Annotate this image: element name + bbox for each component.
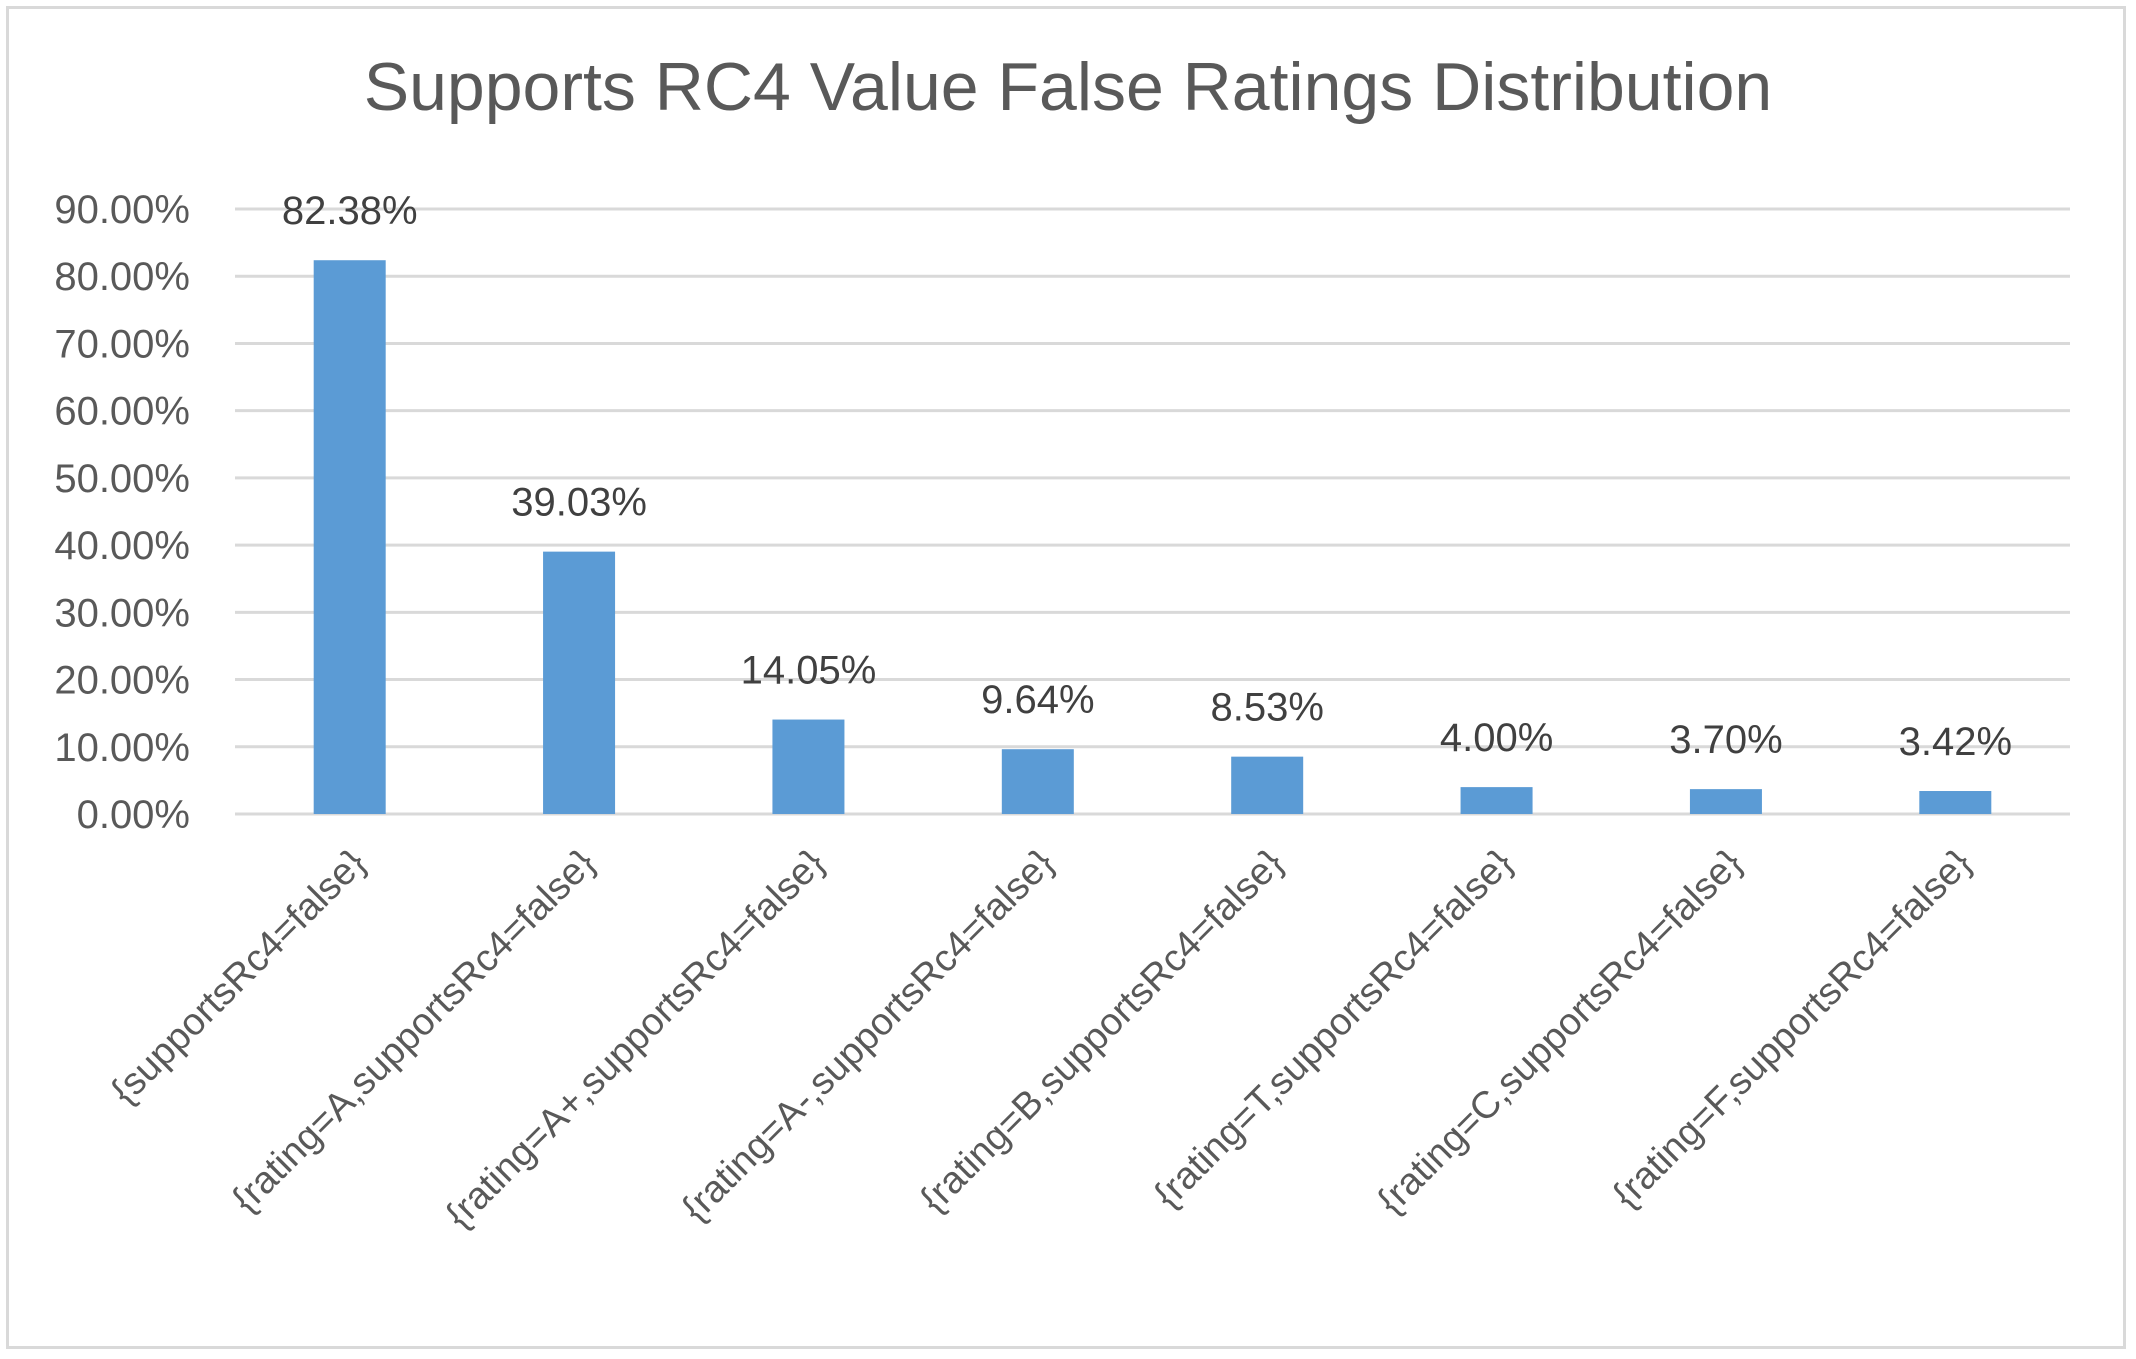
y-tick-label: 60.00% bbox=[54, 390, 190, 434]
x-tick-label: {rating=C,supportsRc4=false} bbox=[1370, 842, 1751, 1223]
data-labels: 82.38% 39.03% 14.05% 9.64% 8.53% 4.00% 3.70% 3.… bbox=[282, 189, 2012, 764]
data-label: 39.03% bbox=[511, 481, 647, 525]
bar bbox=[1689, 789, 1762, 814]
data-label: 3.70% bbox=[1669, 718, 1782, 762]
bar bbox=[1001, 749, 1074, 814]
y-tick-label: 30.00% bbox=[54, 591, 190, 635]
x-tick-label: {rating=A-,supportsRc4=false} bbox=[674, 842, 1062, 1230]
data-label: 9.64% bbox=[981, 678, 1094, 722]
chart-title: Supports RC4 Value False Ratings Distrib… bbox=[363, 49, 1773, 125]
y-tick-label: 10.00% bbox=[54, 726, 190, 770]
x-axis-ticks: {supportsRc4=false}{rating=A,supportsRc4… bbox=[103, 842, 1980, 1237]
y-tick-label: 80.00% bbox=[54, 255, 190, 299]
y-tick-label: 0.00% bbox=[77, 793, 190, 837]
gridlines bbox=[235, 207, 2070, 816]
y-tick-label: 40.00% bbox=[54, 524, 190, 568]
bar bbox=[1460, 787, 1533, 814]
x-tick-label: {rating=F,supportsRc4=false} bbox=[1605, 842, 1980, 1217]
data-label: 82.38% bbox=[282, 189, 418, 233]
data-label: 8.53% bbox=[1210, 686, 1323, 730]
bar bbox=[772, 719, 845, 814]
y-axis-ticks: 0.00% 10.00% 20.00% 30.00% 40.00% 50.00% 60.00… bbox=[54, 188, 190, 837]
bar bbox=[313, 260, 386, 814]
x-tick-label: {rating=A+,supportsRc4=false} bbox=[438, 842, 833, 1237]
y-tick-label: 50.00% bbox=[54, 457, 190, 501]
x-tick-label: {supportsRc4=false} bbox=[103, 842, 374, 1113]
bars bbox=[313, 260, 1992, 814]
y-tick-label: 70.00% bbox=[54, 322, 190, 366]
x-tick-label: {rating=B,supportsRc4=false} bbox=[912, 842, 1291, 1221]
x-tick-label: {rating=T,supportsRc4=false} bbox=[1146, 842, 1521, 1217]
data-label: 3.42% bbox=[1899, 720, 2012, 764]
bar bbox=[543, 551, 616, 814]
y-tick-label: 90.00% bbox=[54, 188, 190, 232]
y-tick-label: 20.00% bbox=[54, 659, 190, 703]
data-label: 4.00% bbox=[1440, 716, 1553, 760]
x-tick-label: {rating=A,supportsRc4=false} bbox=[224, 842, 603, 1221]
bar bbox=[1919, 791, 1992, 814]
data-label: 14.05% bbox=[741, 649, 877, 693]
bar bbox=[1231, 756, 1304, 814]
